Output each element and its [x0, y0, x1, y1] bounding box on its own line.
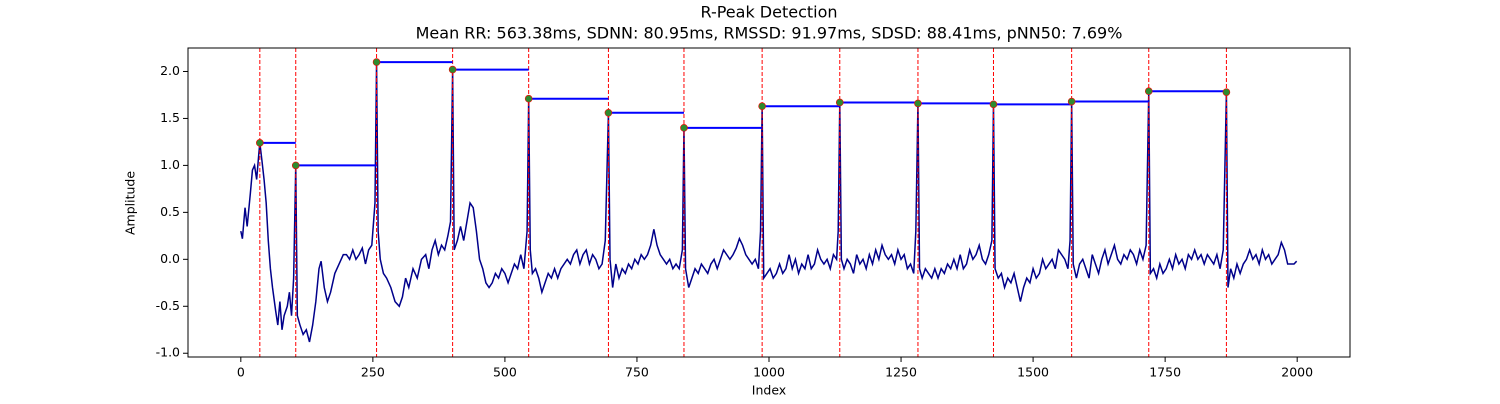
chart-title: R-Peak Detection [700, 3, 837, 22]
chart-subtitle: Mean RR: 563.38ms, SDNN: 80.95ms, RMSSD:… [416, 24, 1123, 43]
peak-marker [448, 65, 457, 74]
peak-marker [372, 58, 381, 66]
x-tick-label: 250 [361, 365, 385, 380]
x-axis-label: Index [752, 383, 786, 398]
y-tick-label: 1.5 [160, 110, 180, 125]
y-tick-label: -0.5 [156, 298, 180, 313]
peak-marker [1144, 87, 1153, 96]
y-tick-label: 1.0 [160, 157, 180, 172]
peak-marker [1222, 88, 1231, 96]
y-axis-label: Amplitude [123, 171, 138, 235]
peak-marker [989, 100, 998, 109]
peak-marker [256, 139, 264, 147]
peak-marker [680, 124, 688, 132]
plot-frame [187, 47, 1351, 358]
peak-marker [524, 94, 533, 103]
peak-marker [1067, 97, 1076, 106]
x-tick-label: 1500 [1017, 365, 1049, 380]
x-tick-label: 1000 [753, 365, 785, 380]
x-tick-label: 750 [625, 365, 649, 380]
y-tick-label: -1.0 [156, 345, 180, 360]
y-tick-label: 0.0 [160, 251, 180, 266]
y-tick-label: 2.0 [160, 63, 180, 78]
y-tick-label: 0.5 [160, 204, 180, 219]
peak-marker [291, 161, 300, 170]
x-tick-label: 0 [237, 365, 245, 380]
peak-marker [758, 102, 766, 111]
x-tick-label: 1250 [885, 365, 917, 380]
peak-marker [914, 99, 922, 108]
peak-marker [835, 98, 844, 107]
peak-marker [604, 109, 613, 117]
x-tick-label: 500 [493, 365, 517, 380]
x-tick-label: 1750 [1149, 365, 1181, 380]
x-tick-label: 2000 [1281, 365, 1313, 380]
